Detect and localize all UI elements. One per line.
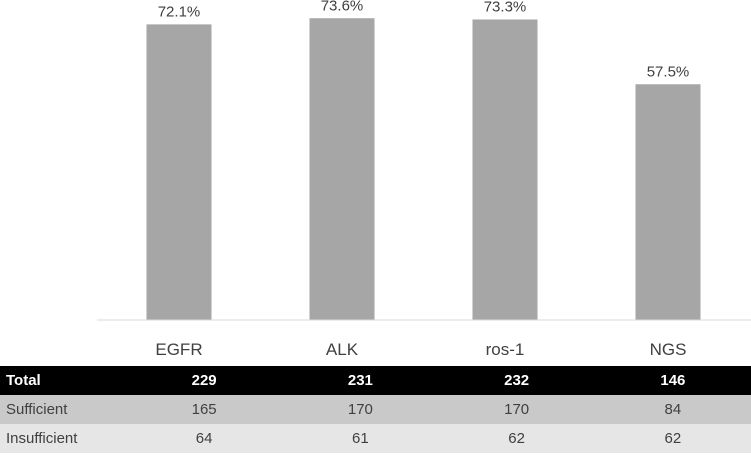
row-label-insufficient: Insufficient xyxy=(0,424,126,453)
table-cell: 232 xyxy=(438,366,595,395)
table-cell: 62 xyxy=(594,424,751,453)
table-cell: 170 xyxy=(282,395,439,424)
table-cell: 231 xyxy=(282,366,439,395)
data-label-ngs: 57.5% xyxy=(647,63,690,80)
table-cell: 62 xyxy=(438,424,595,453)
bar-chart: 72.1% 73.6% 73.3% 57.5% EGFR ALK ros-1 NGS xyxy=(97,0,751,359)
data-table: Total 229 231 232 146 Sufficient 165 170… xyxy=(0,366,751,453)
bars-group xyxy=(146,18,701,321)
table-row-total: Total 229 231 232 146 xyxy=(0,366,751,395)
table-row-insufficient: Insufficient 64 61 62 62 xyxy=(0,424,751,453)
table-cell: 170 xyxy=(438,395,595,424)
data-label-egfr: 72.1% xyxy=(158,3,201,20)
x-tick-label-ros-1: ros-1 xyxy=(486,340,525,359)
bar-alk xyxy=(309,18,375,321)
table-cell: 229 xyxy=(126,366,283,395)
x-tick-label-alk: ALK xyxy=(326,340,359,359)
data-label-alk: 73.6% xyxy=(321,0,364,14)
bar-egfr xyxy=(146,24,212,320)
table-cell: 84 xyxy=(594,395,751,424)
row-label-total: Total xyxy=(0,366,126,395)
table-cell: 146 xyxy=(594,366,751,395)
bar-ros-1 xyxy=(472,19,538,320)
table-row-sufficient: Sufficient 165 170 170 84 xyxy=(0,395,751,424)
row-label-sufficient: Sufficient xyxy=(0,395,126,424)
data-label-ros-1: 73.3% xyxy=(484,0,527,15)
x-tick-label-ngs: NGS xyxy=(650,340,687,359)
bar-ngs xyxy=(635,84,701,320)
x-tick-label-egfr: EGFR xyxy=(155,340,202,359)
table-cell: 64 xyxy=(126,424,283,453)
data-labels-group: 72.1% 73.6% 73.3% 57.5% xyxy=(158,0,690,80)
table-cell: 165 xyxy=(126,395,283,424)
table-cell: 61 xyxy=(282,424,439,453)
x-tick-labels-group: EGFR ALK ros-1 NGS xyxy=(155,340,686,359)
